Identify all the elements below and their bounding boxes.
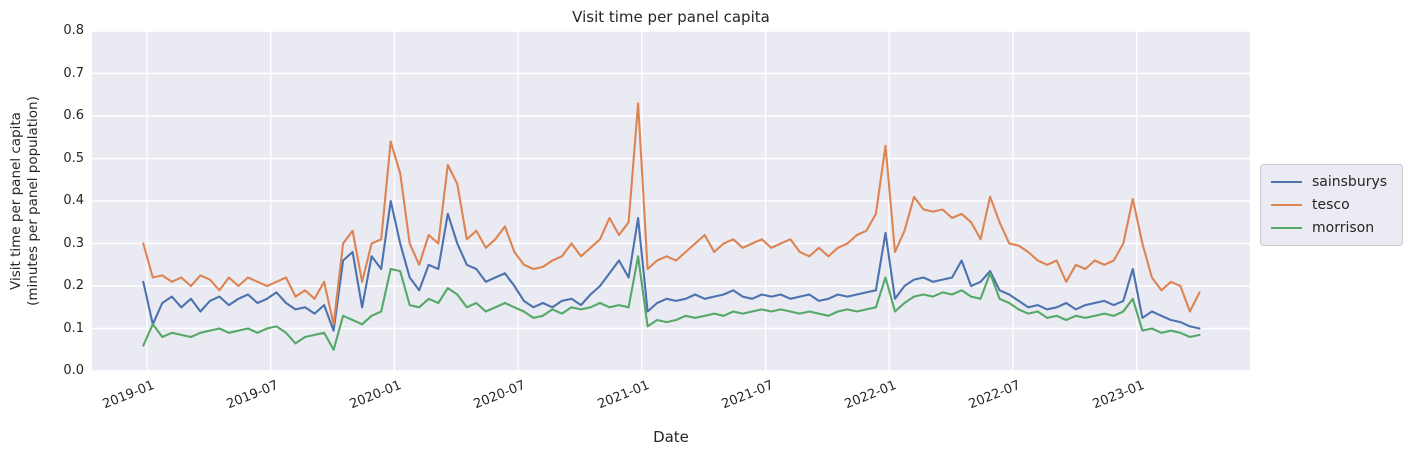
legend-label-sainsburys: sainsburys <box>1312 174 1388 190</box>
legend-item-morrison: morrison <box>1271 220 1392 236</box>
legend-label-tesco: tesco <box>1312 197 1350 213</box>
legend-item-sainsburys: sainsburys <box>1271 174 1392 190</box>
series-line-sainsburys <box>142 199 1201 332</box>
legend-swatch-morrison <box>1271 227 1302 229</box>
legend: sainsburys tesco morrison <box>1260 164 1403 246</box>
x-axis-label: Date <box>653 428 689 446</box>
y-tick-label: 0.4 <box>63 193 84 208</box>
series-line-morrison <box>142 255 1201 351</box>
y-tick-label: 0.1 <box>63 320 84 336</box>
y-tick-label: 0.6 <box>63 108 84 123</box>
legend-swatch-sainsburys <box>1271 181 1302 183</box>
y-tick-label: 0.3 <box>63 235 84 251</box>
legend-swatch-tesco <box>1271 204 1302 206</box>
y-tick-label: 0.2 <box>63 278 84 293</box>
legend-item-tesco: tesco <box>1271 197 1392 213</box>
chart-title: Visit time per panel capita <box>572 8 770 26</box>
legend-label-morrison: morrison <box>1312 220 1375 236</box>
y-tick-label: 0.7 <box>63 65 84 81</box>
series-line-tesco <box>142 102 1201 326</box>
y-tick-label: 0.8 <box>63 23 84 38</box>
y-tick-label: 0.0 <box>63 363 84 378</box>
y-tick-label: 0.5 <box>63 150 84 166</box>
